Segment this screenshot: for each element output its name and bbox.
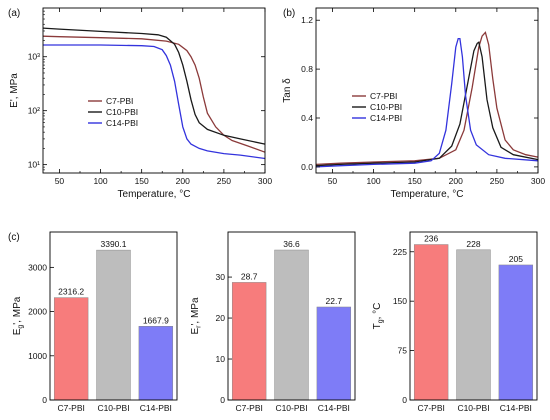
category-label: C14-PBI bbox=[318, 403, 350, 413]
y-tick-label: 150 bbox=[393, 296, 407, 306]
x-tick-label: 100 bbox=[93, 176, 107, 186]
y-axis-label: Eg', MPa bbox=[12, 296, 25, 335]
y-tick-label: 1000 bbox=[28, 351, 47, 361]
bar-c10-pbi bbox=[96, 249, 131, 401]
category-label: C14-PBI bbox=[500, 403, 532, 413]
plot-frame bbox=[315, 7, 539, 174]
bar-value-label: 1667.9 bbox=[143, 315, 169, 325]
x-axis-label: Temperature, °C bbox=[118, 189, 191, 200]
x-tick-label: 250 bbox=[490, 176, 504, 186]
bar-value-label: 236 bbox=[424, 234, 438, 244]
y-axis-label: Tan δ bbox=[282, 78, 293, 103]
y-tick-label: 2000 bbox=[28, 307, 47, 317]
bar-c10-pbi bbox=[274, 249, 309, 401]
bar-c10-pbi bbox=[456, 249, 491, 401]
y-axis-label: Er', MPa bbox=[190, 297, 203, 334]
bar-c14-pbi bbox=[138, 326, 174, 401]
y-axis-label: E', MPa bbox=[9, 73, 20, 108]
chart-c-glassy-modulus: 2316.2 C7-PBI 3390.1 C10-PBI 1667.9 C14-PBI 0 1… bbox=[12, 231, 178, 413]
bar-value-label: 3390.1 bbox=[101, 239, 127, 249]
plot-frame bbox=[42, 7, 266, 174]
x-tick-label: 300 bbox=[531, 176, 545, 186]
bar-value-label: 2316.2 bbox=[58, 287, 84, 297]
category-label: C7-PBI bbox=[417, 403, 444, 413]
y-tick-label: 3000 bbox=[28, 262, 47, 272]
x-tick-label: 200 bbox=[176, 176, 190, 186]
x-tick-label: 250 bbox=[217, 176, 231, 186]
panel-label-a: (a) bbox=[8, 8, 20, 19]
x-axis-label: Temperature, °C bbox=[391, 189, 464, 200]
category-label: C7-PBI bbox=[57, 403, 84, 413]
bar-c14-pbi bbox=[498, 264, 534, 401]
legend-label: C14-PBI bbox=[370, 113, 402, 123]
y-tick-label: 10² bbox=[28, 106, 40, 116]
legend-label: C7-PBI bbox=[370, 91, 397, 101]
x-tick-label: 50 bbox=[55, 176, 65, 186]
y-tick-label: 10 bbox=[216, 354, 226, 364]
y-tick-label: 0.0 bbox=[301, 162, 313, 172]
series-line-c10-pbi bbox=[315, 41, 539, 167]
series-line-c10-pbi bbox=[42, 27, 266, 145]
x-tick-label: 200 bbox=[449, 176, 463, 186]
chart-b-tan-delta: 50 100 150 200 250 300 0.0 0.4 0.8 1.2 Temperature… bbox=[282, 7, 545, 200]
y-tick-label: 0 bbox=[402, 395, 407, 405]
plot-frame bbox=[49, 231, 178, 401]
y-tick-label: 30 bbox=[216, 272, 226, 282]
chart-a-storage-modulus: 50 100 150 200 250 300 10¹ 10² 10³ Temperature, °… bbox=[9, 7, 272, 200]
legend-label: C10-PBI bbox=[370, 102, 402, 112]
chart-c-rubbery-modulus: 28.7 C7-PBI 36.6 C10-PBI 22.7 C14-PBI 0 10 20 30 E… bbox=[190, 231, 356, 413]
y-tick-label: 0.8 bbox=[301, 64, 313, 74]
category-label: C14-PBI bbox=[140, 403, 172, 413]
series-line-c14-pbi bbox=[43, 44, 266, 160]
panel-label-b: (b) bbox=[283, 8, 295, 19]
y-tick-label: 10¹ bbox=[28, 160, 40, 170]
bar-c7-pbi bbox=[413, 244, 449, 401]
y-tick-label: 1.2 bbox=[301, 15, 313, 25]
category-label: C10-PBI bbox=[97, 403, 129, 413]
bar-c14-pbi bbox=[316, 306, 352, 401]
y-tick-label: 20 bbox=[216, 313, 226, 323]
panel-label-c: (c) bbox=[8, 232, 20, 243]
y-tick-label: 10³ bbox=[28, 52, 40, 62]
plot-frame bbox=[409, 231, 538, 401]
plot-frame bbox=[227, 231, 356, 401]
bar-value-label: 228 bbox=[466, 239, 480, 249]
x-tick-label: 50 bbox=[328, 176, 338, 186]
legend-label: C7-PBI bbox=[106, 96, 133, 106]
y-tick-label: 225 bbox=[393, 247, 407, 257]
x-tick-label: 300 bbox=[258, 176, 272, 186]
bar-c7-pbi bbox=[231, 282, 267, 401]
x-tick-label: 150 bbox=[408, 176, 422, 186]
chart-c-glass-transition: 236 C7-PBI 228 C10-PBI 205 C14-PBI 0 75 150 225 Tg… bbox=[372, 231, 538, 413]
bar-value-label: 22.7 bbox=[326, 296, 343, 306]
bar-value-label: 205 bbox=[509, 254, 523, 264]
y-tick-label: 0.4 bbox=[301, 113, 313, 123]
category-label: C10-PBI bbox=[275, 403, 307, 413]
y-axis-label: Tg, °C bbox=[372, 303, 385, 330]
category-label: C7-PBI bbox=[235, 403, 262, 413]
bar-value-label: 28.7 bbox=[241, 271, 258, 281]
legend-label: C10-PBI bbox=[106, 107, 138, 117]
series-line-c14-pbi bbox=[315, 37, 539, 168]
y-tick-label: 0 bbox=[42, 395, 47, 405]
series-line-c7-pbi bbox=[42, 35, 266, 153]
bar-value-label: 36.6 bbox=[283, 239, 300, 249]
category-label: C10-PBI bbox=[457, 403, 489, 413]
x-tick-label: 100 bbox=[366, 176, 380, 186]
series-line-c7-pbi bbox=[315, 31, 539, 166]
y-tick-label: 0 bbox=[220, 395, 225, 405]
bar-c7-pbi bbox=[53, 297, 89, 401]
x-tick-label: 150 bbox=[135, 176, 149, 186]
y-tick-label: 75 bbox=[398, 346, 408, 356]
legend-label: C14-PBI bbox=[106, 118, 138, 128]
